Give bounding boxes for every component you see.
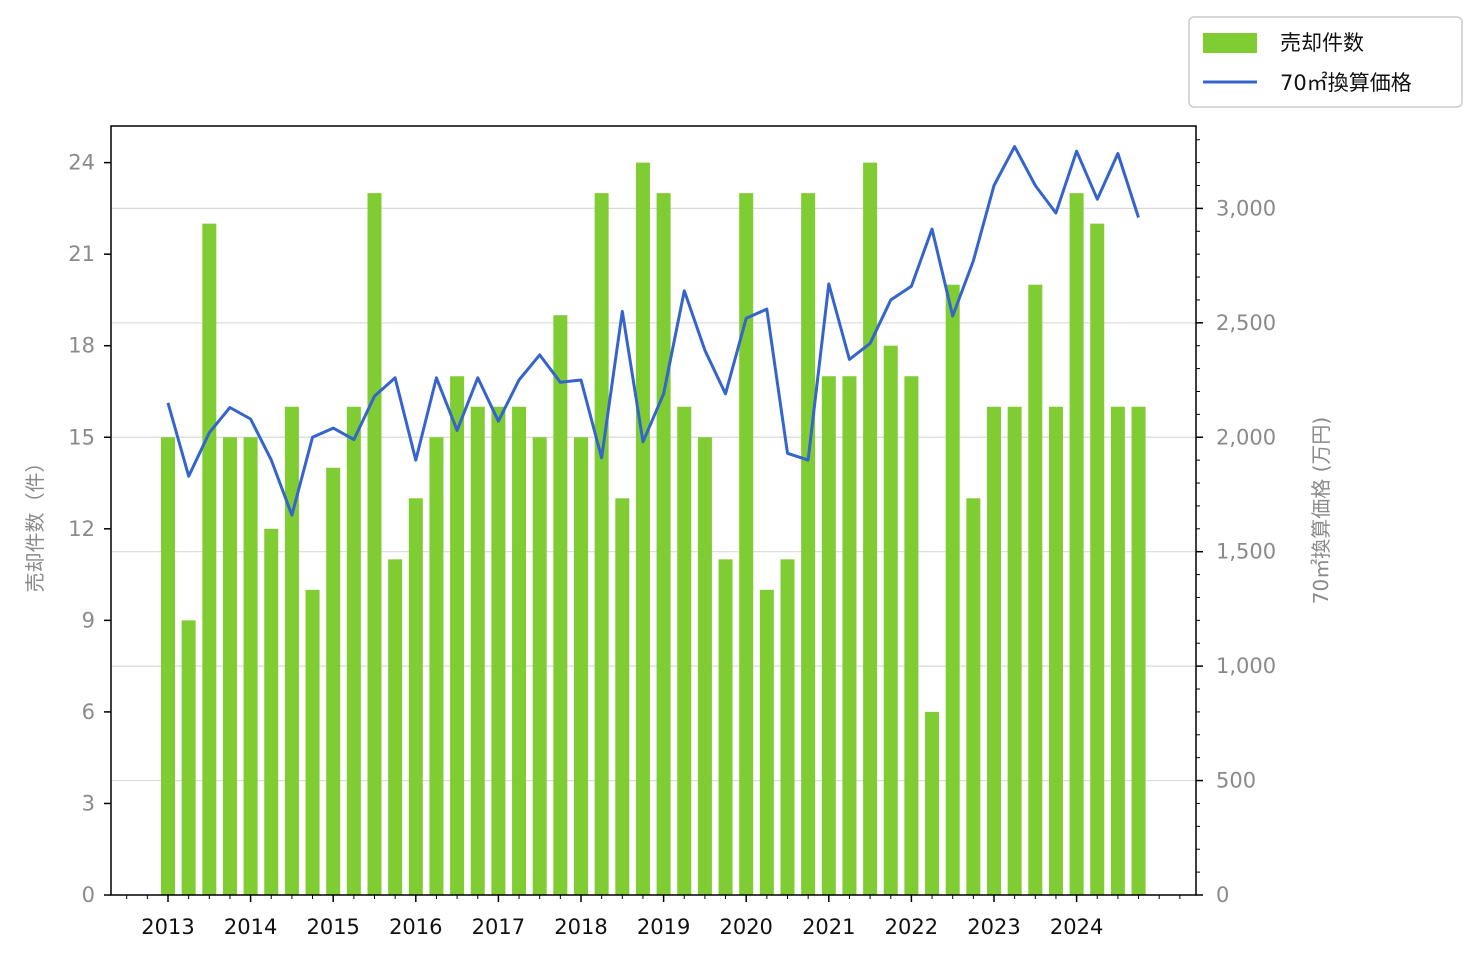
bar <box>532 437 547 895</box>
bar <box>677 406 692 895</box>
left-tick-label: 6 <box>82 700 95 724</box>
line-series <box>166 145 1140 517</box>
legend: 売却件数 70㎡換算価格 <box>1188 16 1463 108</box>
plot-frame <box>110 125 1197 896</box>
bar <box>945 284 960 896</box>
bar <box>635 162 650 896</box>
bar <box>842 376 857 895</box>
x-tick-label: 2023 <box>967 915 1020 939</box>
bar <box>367 193 382 896</box>
bar <box>491 406 506 895</box>
bar <box>925 711 940 895</box>
bar <box>1131 406 1146 895</box>
x-tick-label: 2021 <box>802 915 855 939</box>
x-axis: 2013 2014 2015 2016 2017 2018 2019 2020 2021 2022… <box>126 895 1181 939</box>
bar <box>346 406 361 895</box>
bar <box>966 498 981 895</box>
bar <box>615 498 630 895</box>
x-tick-label: 2020 <box>719 915 772 939</box>
x-tick-label: 2014 <box>224 915 277 939</box>
bar <box>181 620 196 895</box>
bar-series <box>161 162 1146 896</box>
x-tick-label: 2018 <box>554 915 607 939</box>
bar <box>222 437 237 895</box>
x-tick-label: 2017 <box>472 915 525 939</box>
bar <box>1028 284 1043 896</box>
bar <box>1048 406 1063 895</box>
bar <box>161 437 175 895</box>
left-tick-label: 24 <box>68 151 95 175</box>
left-tick-label: 0 <box>82 883 95 907</box>
x-tick-label: 2015 <box>306 915 359 939</box>
bar <box>574 437 588 895</box>
right-tick-label: 0 <box>1216 883 1229 907</box>
bar <box>512 406 527 895</box>
legend-line-label: 70㎡換算価格 <box>1280 71 1412 95</box>
right-tick-label: 1,000 <box>1216 654 1276 678</box>
bar <box>697 437 712 895</box>
right-tick-label: 2,000 <box>1216 425 1276 449</box>
bar <box>284 406 299 895</box>
bar <box>243 437 258 895</box>
right-tick-label: 1,500 <box>1216 540 1276 564</box>
bar <box>326 467 341 895</box>
bar <box>904 376 919 895</box>
bar <box>801 193 816 896</box>
right-tick-label: 3,000 <box>1216 196 1276 220</box>
bar <box>883 345 898 895</box>
left-axis-title: 売却件数（件） <box>23 453 47 593</box>
left-tick-label: 18 <box>68 334 95 358</box>
bar <box>1069 193 1084 896</box>
bar <box>759 589 774 895</box>
bar <box>718 559 733 895</box>
bar <box>739 193 754 896</box>
left-axis: 0 3 6 9 12 15 18 21 24 <box>68 151 111 907</box>
x-tick-label: 2013 <box>141 915 194 939</box>
bar <box>264 528 279 895</box>
legend-bar-label: 売却件数 <box>1280 31 1364 55</box>
bar <box>1007 406 1022 895</box>
bar <box>470 406 485 895</box>
bar <box>780 559 795 895</box>
legend-bar-swatch <box>1203 33 1257 53</box>
bar <box>305 589 320 895</box>
bar <box>656 193 671 896</box>
bar <box>1090 223 1105 896</box>
bar <box>863 162 878 896</box>
x-tick-label: 2024 <box>1050 915 1103 939</box>
left-tick-label: 12 <box>68 517 95 541</box>
right-axis-title: 70㎡換算価格 (万円) <box>1309 417 1333 604</box>
bar <box>594 193 609 896</box>
left-tick-label: 3 <box>82 791 95 815</box>
bar <box>821 376 836 895</box>
bar <box>388 559 403 895</box>
right-tick-label: 500 <box>1216 769 1256 793</box>
bar <box>1110 406 1125 895</box>
x-tick-label: 2019 <box>637 915 690 939</box>
left-tick-label: 15 <box>68 425 95 449</box>
left-tick-label: 9 <box>82 608 95 632</box>
left-tick-label: 21 <box>68 242 95 266</box>
legend-box <box>1188 16 1463 108</box>
right-tick-label: 2,500 <box>1216 311 1276 335</box>
bar <box>553 315 568 895</box>
x-tick-label: 2016 <box>389 915 442 939</box>
bar <box>202 223 217 896</box>
bar <box>408 498 423 895</box>
bar <box>429 437 444 895</box>
right-axis: 0 500 1,000 1,500 2,000 2,500 3,000 <box>1196 139 1276 907</box>
x-tick-label: 2022 <box>885 915 938 939</box>
bar <box>987 406 1001 895</box>
price-line <box>166 145 1140 517</box>
bar <box>450 376 465 895</box>
